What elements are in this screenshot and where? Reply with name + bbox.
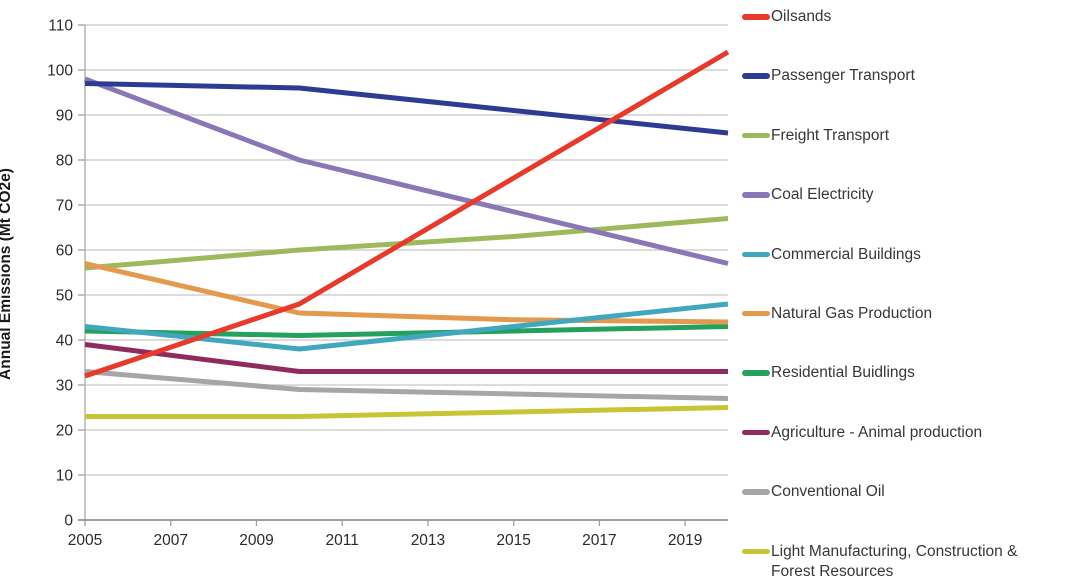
y-tick-label: 40 bbox=[56, 333, 74, 350]
series-line-residential-buidlings bbox=[84, 324, 729, 338]
series-line-passenger-transport bbox=[84, 81, 729, 136]
x-tick-label: 2007 bbox=[153, 532, 187, 549]
legend-label: Commercial Buildings bbox=[771, 245, 921, 263]
legend-swatch bbox=[742, 14, 770, 20]
x-tick-label: 2017 bbox=[582, 532, 616, 549]
x-tick-label: 2011 bbox=[326, 532, 359, 549]
legend-swatch bbox=[742, 251, 770, 258]
legend-label: Light Manufacturing, Construction & Fore… bbox=[771, 542, 1018, 580]
y-tick-label: 110 bbox=[48, 18, 73, 35]
legend-label: Agriculture - Animal production bbox=[771, 423, 983, 441]
x-tick-label: 2005 bbox=[68, 532, 102, 549]
legend: Oilsands Passenger Transport Freight Tra… bbox=[742, 7, 1064, 582]
legend-swatch bbox=[742, 192, 770, 198]
x-tick-label: 2009 bbox=[239, 532, 273, 549]
y-tick-label: 90 bbox=[56, 108, 74, 125]
legend-swatch bbox=[742, 310, 770, 317]
legend-item-0: Oilsands bbox=[742, 7, 1064, 27]
series-line-oilsands bbox=[84, 49, 730, 379]
legend-label: Natural Gas Production bbox=[771, 304, 933, 322]
legend-item-4: Commercial Buildings bbox=[742, 245, 1064, 265]
plot-area: 0 10 20 30 40 50 60 70 80 90 100 110 2005 2007 2009 201… bbox=[47, 18, 730, 549]
legend-item-3: Coal Electricity bbox=[742, 185, 1064, 205]
legend-label: Oilsands bbox=[771, 8, 832, 25]
y-tick-label: 80 bbox=[56, 153, 74, 170]
y-tick-label: 70 bbox=[56, 198, 74, 215]
series-line-agriculture-animal-production bbox=[84, 342, 728, 374]
x-tick-label: 2013 bbox=[411, 532, 445, 549]
x-tick-label: 2015 bbox=[496, 532, 530, 549]
legend-swatch bbox=[742, 489, 770, 495]
y-tick-label: 30 bbox=[56, 378, 74, 395]
legend-label: Conventional Oil bbox=[771, 483, 885, 501]
legend-label: Freight Transport bbox=[771, 126, 890, 144]
y-tick-label: 0 bbox=[64, 513, 73, 530]
x-tick-label: 2019 bbox=[668, 532, 702, 549]
legend-item-1: Passenger Transport bbox=[742, 66, 1064, 86]
legend-swatch bbox=[742, 429, 770, 436]
legend-item-2: Freight Transport bbox=[742, 126, 1064, 146]
legend-swatch bbox=[742, 370, 770, 376]
legend-label: Passenger Transport bbox=[771, 67, 915, 85]
series-line-conventional-oil bbox=[84, 369, 729, 401]
legend-label: Coal Electricity bbox=[771, 186, 874, 204]
y-tick-label: 10 bbox=[56, 468, 74, 485]
y-tick-label: 100 bbox=[47, 63, 73, 80]
y-tick-label: 50 bbox=[56, 288, 74, 305]
legend-item-9: Light Manufacturing, Construction & Fore… bbox=[742, 542, 1064, 582]
legend-swatch bbox=[742, 73, 770, 79]
series-line-natural-gas-production bbox=[84, 261, 729, 325]
legend-item-6: Residential Buidlings bbox=[742, 363, 1064, 383]
legend-item-8: Conventional Oil bbox=[742, 482, 1064, 502]
legend-swatch bbox=[742, 548, 770, 555]
legend-label: Residential Buidlings bbox=[771, 364, 915, 382]
series-line-light-manufacturing-construction-forest-resources bbox=[85, 405, 729, 419]
y-tick-label: 20 bbox=[56, 423, 74, 440]
series-line-coal-electricity bbox=[84, 76, 729, 266]
y-axis-title: Annual Emissions (Mt CO2e) bbox=[0, 168, 14, 380]
y-tick-label: 60 bbox=[56, 243, 74, 260]
legend-item-5: Natural Gas Production bbox=[742, 304, 1064, 324]
legend-swatch bbox=[742, 132, 770, 139]
legend-item-7: Agriculture - Animal production bbox=[742, 423, 1064, 443]
